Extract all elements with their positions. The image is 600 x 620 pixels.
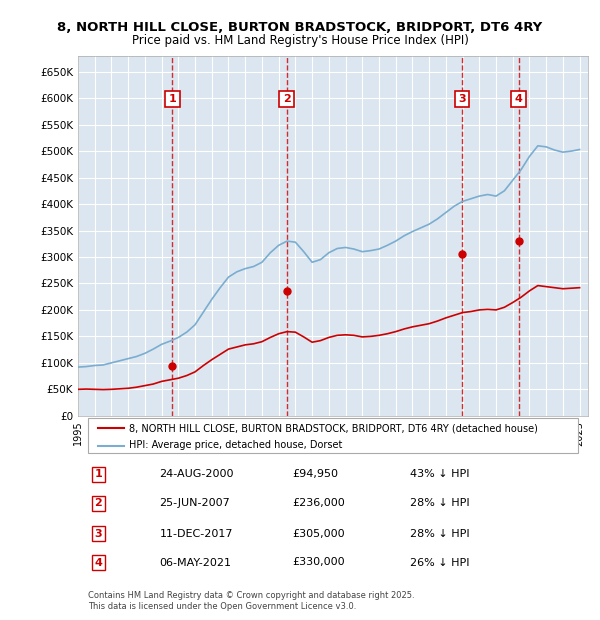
Text: 24-AUG-2000: 24-AUG-2000	[160, 469, 234, 479]
Text: 2: 2	[95, 498, 102, 508]
Text: £236,000: £236,000	[292, 498, 345, 508]
Text: 2: 2	[283, 94, 290, 104]
Text: 06-MAY-2021: 06-MAY-2021	[160, 557, 232, 567]
Text: 4: 4	[94, 557, 103, 567]
Text: £94,950: £94,950	[292, 469, 338, 479]
Text: HPI: Average price, detached house, Dorset: HPI: Average price, detached house, Dors…	[129, 440, 343, 451]
Text: 26% ↓ HPI: 26% ↓ HPI	[409, 557, 469, 567]
Text: 4: 4	[515, 94, 523, 104]
Text: 11-DEC-2017: 11-DEC-2017	[160, 528, 233, 539]
Text: 28% ↓ HPI: 28% ↓ HPI	[409, 498, 469, 508]
Text: Price paid vs. HM Land Registry's House Price Index (HPI): Price paid vs. HM Land Registry's House …	[131, 34, 469, 47]
Text: 43% ↓ HPI: 43% ↓ HPI	[409, 469, 469, 479]
Text: 25-JUN-2007: 25-JUN-2007	[160, 498, 230, 508]
Text: 8, NORTH HILL CLOSE, BURTON BRADSTOCK, BRIDPORT, DT6 4RY: 8, NORTH HILL CLOSE, BURTON BRADSTOCK, B…	[58, 21, 542, 34]
Text: 3: 3	[458, 94, 466, 104]
Text: Contains HM Land Registry data © Crown copyright and database right 2025.
This d: Contains HM Land Registry data © Crown c…	[88, 591, 415, 611]
Text: 28% ↓ HPI: 28% ↓ HPI	[409, 528, 469, 539]
Text: £330,000: £330,000	[292, 557, 345, 567]
FancyBboxPatch shape	[88, 418, 578, 453]
Text: £305,000: £305,000	[292, 528, 345, 539]
Text: 1: 1	[169, 94, 176, 104]
Text: 1: 1	[95, 469, 102, 479]
Text: 3: 3	[95, 528, 102, 539]
Text: 8, NORTH HILL CLOSE, BURTON BRADSTOCK, BRIDPORT, DT6 4RY (detached house): 8, NORTH HILL CLOSE, BURTON BRADSTOCK, B…	[129, 423, 538, 433]
